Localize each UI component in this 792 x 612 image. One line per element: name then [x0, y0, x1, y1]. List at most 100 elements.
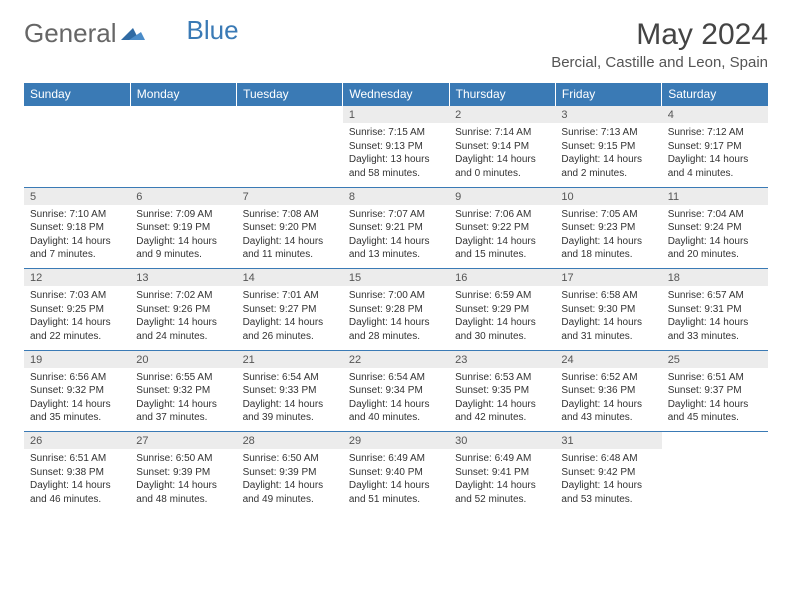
day-content-cell: Sunrise: 6:59 AMSunset: 9:29 PMDaylight:…: [449, 286, 555, 350]
day-number-cell: 16: [449, 269, 555, 287]
content-row: Sunrise: 7:10 AMSunset: 9:18 PMDaylight:…: [24, 205, 768, 269]
day-content-cell: Sunrise: 6:57 AMSunset: 9:31 PMDaylight:…: [662, 286, 768, 350]
daylight-line: Daylight: 14 hours and 46 minutes.: [30, 479, 124, 506]
sunrise-line: Sunrise: 7:04 AM: [668, 208, 762, 222]
daylight-line: Daylight: 14 hours and 13 minutes.: [349, 235, 443, 262]
sunset-line: Sunset: 9:22 PM: [455, 221, 549, 235]
day-content-cell: [237, 123, 343, 187]
day-number-cell: 29: [343, 432, 449, 450]
day-content-cell: Sunrise: 7:14 AMSunset: 9:14 PMDaylight:…: [449, 123, 555, 187]
sunset-line: Sunset: 9:38 PM: [30, 466, 124, 480]
sunset-line: Sunset: 9:17 PM: [668, 140, 762, 154]
daynum-row: 567891011: [24, 187, 768, 205]
daylight-line: Daylight: 14 hours and 7 minutes.: [30, 235, 124, 262]
sunset-line: Sunset: 9:34 PM: [349, 384, 443, 398]
sunrise-line: Sunrise: 7:09 AM: [136, 208, 230, 222]
day-content-cell: [130, 123, 236, 187]
sunrise-line: Sunrise: 6:50 AM: [243, 452, 337, 466]
sunset-line: Sunset: 9:23 PM: [561, 221, 655, 235]
day-number-cell: 1: [343, 106, 449, 124]
day-number-cell: 30: [449, 432, 555, 450]
daylight-line: Daylight: 14 hours and 28 minutes.: [349, 316, 443, 343]
day-content-cell: [662, 449, 768, 513]
weekday-header-row: SundayMondayTuesdayWednesdayThursdayFrid…: [24, 83, 768, 106]
daylight-line: Daylight: 14 hours and 43 minutes.: [561, 398, 655, 425]
sunset-line: Sunset: 9:24 PM: [668, 221, 762, 235]
day-content-cell: Sunrise: 7:07 AMSunset: 9:21 PMDaylight:…: [343, 205, 449, 269]
daylight-line: Daylight: 14 hours and 26 minutes.: [243, 316, 337, 343]
day-number-cell: 8: [343, 187, 449, 205]
daynum-row: 12131415161718: [24, 269, 768, 287]
sunrise-line: Sunrise: 7:10 AM: [30, 208, 124, 222]
sunset-line: Sunset: 9:42 PM: [561, 466, 655, 480]
sunrise-line: Sunrise: 6:49 AM: [455, 452, 549, 466]
sunrise-line: Sunrise: 6:51 AM: [668, 371, 762, 385]
sunset-line: Sunset: 9:27 PM: [243, 303, 337, 317]
content-row: Sunrise: 6:51 AMSunset: 9:38 PMDaylight:…: [24, 449, 768, 513]
sunrise-line: Sunrise: 6:55 AM: [136, 371, 230, 385]
day-content-cell: Sunrise: 6:53 AMSunset: 9:35 PMDaylight:…: [449, 368, 555, 432]
sunset-line: Sunset: 9:35 PM: [455, 384, 549, 398]
location: Bercial, Castille and Leon, Spain: [551, 54, 768, 71]
day-number-cell: [662, 432, 768, 450]
calendar-table: SundayMondayTuesdayWednesdayThursdayFrid…: [24, 83, 768, 513]
day-content-cell: Sunrise: 6:49 AMSunset: 9:41 PMDaylight:…: [449, 449, 555, 513]
day-content-cell: Sunrise: 7:01 AMSunset: 9:27 PMDaylight:…: [237, 286, 343, 350]
sunset-line: Sunset: 9:14 PM: [455, 140, 549, 154]
day-content-cell: Sunrise: 7:00 AMSunset: 9:28 PMDaylight:…: [343, 286, 449, 350]
sunset-line: Sunset: 9:30 PM: [561, 303, 655, 317]
sunrise-line: Sunrise: 7:06 AM: [455, 208, 549, 222]
day-content-cell: Sunrise: 7:15 AMSunset: 9:13 PMDaylight:…: [343, 123, 449, 187]
sunrise-line: Sunrise: 7:08 AM: [243, 208, 337, 222]
daylight-line: Daylight: 14 hours and 51 minutes.: [349, 479, 443, 506]
content-row: Sunrise: 7:03 AMSunset: 9:25 PMDaylight:…: [24, 286, 768, 350]
sunrise-line: Sunrise: 7:02 AM: [136, 289, 230, 303]
sunset-line: Sunset: 9:41 PM: [455, 466, 549, 480]
weekday-header: Saturday: [662, 83, 768, 106]
day-content-cell: Sunrise: 6:49 AMSunset: 9:40 PMDaylight:…: [343, 449, 449, 513]
day-number-cell: 17: [555, 269, 661, 287]
day-number-cell: 27: [130, 432, 236, 450]
day-content-cell: Sunrise: 7:06 AMSunset: 9:22 PMDaylight:…: [449, 205, 555, 269]
sunset-line: Sunset: 9:32 PM: [30, 384, 124, 398]
sunrise-line: Sunrise: 6:49 AM: [349, 452, 443, 466]
header: General Blue May 2024 Bercial, Castille …: [0, 0, 792, 75]
day-number-cell: 19: [24, 350, 130, 368]
day-content-cell: Sunrise: 7:05 AMSunset: 9:23 PMDaylight:…: [555, 205, 661, 269]
sunrise-line: Sunrise: 6:58 AM: [561, 289, 655, 303]
day-number-cell: 9: [449, 187, 555, 205]
sunset-line: Sunset: 9:15 PM: [561, 140, 655, 154]
daynum-row: 262728293031: [24, 432, 768, 450]
sunset-line: Sunset: 9:26 PM: [136, 303, 230, 317]
sunset-line: Sunset: 9:29 PM: [455, 303, 549, 317]
day-content-cell: [24, 123, 130, 187]
day-content-cell: Sunrise: 6:55 AMSunset: 9:32 PMDaylight:…: [130, 368, 236, 432]
title-block: May 2024 Bercial, Castille and Leon, Spa…: [551, 18, 768, 71]
day-content-cell: Sunrise: 7:04 AMSunset: 9:24 PMDaylight:…: [662, 205, 768, 269]
day-number-cell: 3: [555, 106, 661, 124]
daylight-line: Daylight: 14 hours and 18 minutes.: [561, 235, 655, 262]
daylight-line: Daylight: 14 hours and 15 minutes.: [455, 235, 549, 262]
day-content-cell: Sunrise: 7:08 AMSunset: 9:20 PMDaylight:…: [237, 205, 343, 269]
sunrise-line: Sunrise: 7:05 AM: [561, 208, 655, 222]
daylight-line: Daylight: 14 hours and 4 minutes.: [668, 153, 762, 180]
daylight-line: Daylight: 14 hours and 33 minutes.: [668, 316, 762, 343]
day-number-cell: 13: [130, 269, 236, 287]
sunset-line: Sunset: 9:33 PM: [243, 384, 337, 398]
sunrise-line: Sunrise: 6:53 AM: [455, 371, 549, 385]
sunrise-line: Sunrise: 7:07 AM: [349, 208, 443, 222]
sunset-line: Sunset: 9:31 PM: [668, 303, 762, 317]
sunrise-line: Sunrise: 6:54 AM: [349, 371, 443, 385]
day-number-cell: 7: [237, 187, 343, 205]
sunset-line: Sunset: 9:37 PM: [668, 384, 762, 398]
daylight-line: Daylight: 14 hours and 31 minutes.: [561, 316, 655, 343]
logo-icon: [121, 18, 145, 49]
day-number-cell: 10: [555, 187, 661, 205]
content-row: Sunrise: 7:15 AMSunset: 9:13 PMDaylight:…: [24, 123, 768, 187]
page-title: May 2024: [551, 18, 768, 52]
daylight-line: Daylight: 14 hours and 37 minutes.: [136, 398, 230, 425]
daynum-row: 19202122232425: [24, 350, 768, 368]
sunrise-line: Sunrise: 6:59 AM: [455, 289, 549, 303]
daynum-row: 1234: [24, 106, 768, 124]
day-number-cell: 24: [555, 350, 661, 368]
